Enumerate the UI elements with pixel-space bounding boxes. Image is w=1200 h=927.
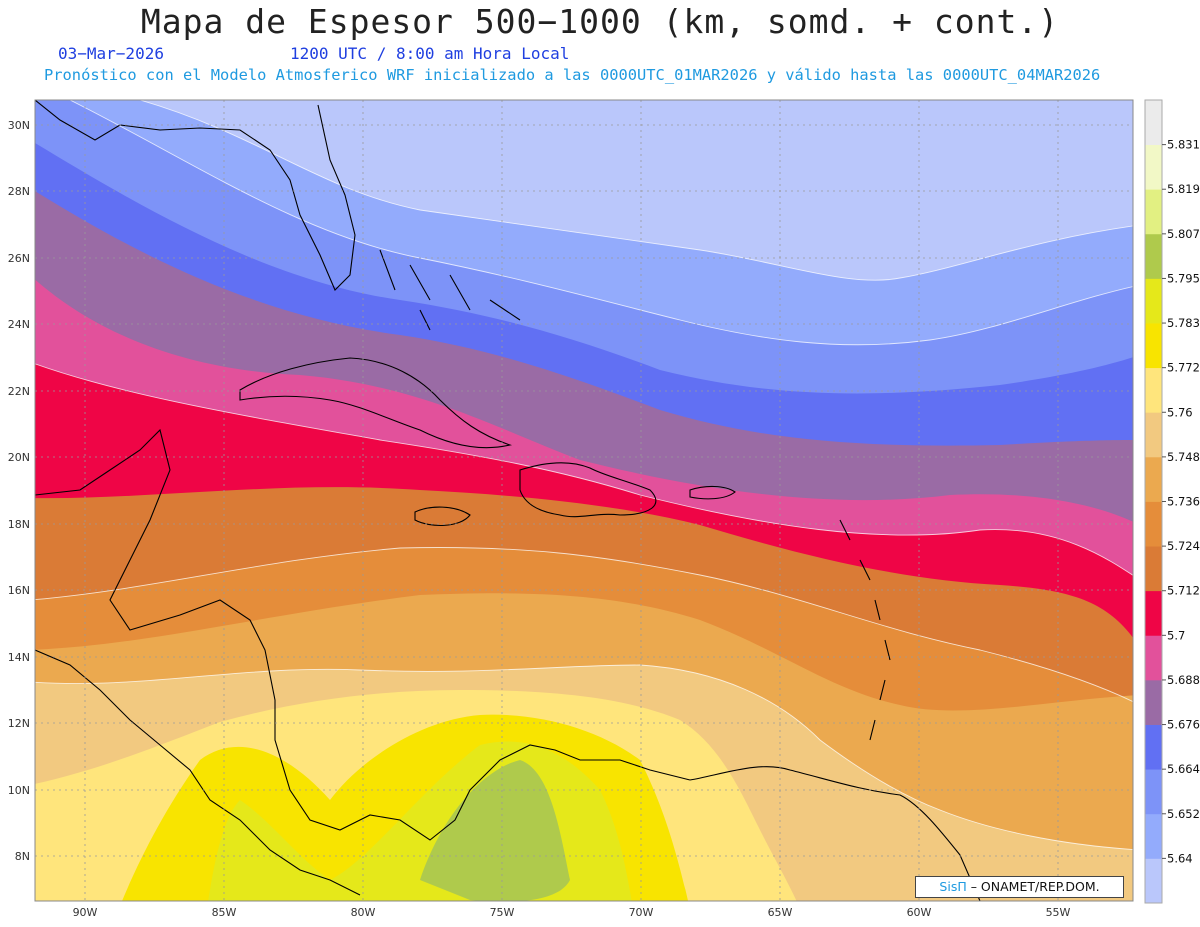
lat-label: 16N	[8, 584, 30, 597]
lon-label: 90W	[73, 906, 98, 919]
watermark: SisΠ – ONAMET/REP.DOM.	[915, 876, 1124, 898]
colorbar-segment	[1145, 546, 1162, 592]
forecast-time: 1200 UTC / 8:00 am Hora Local	[290, 44, 570, 63]
lat-label: 10N	[8, 784, 30, 797]
lat-label: 30N	[8, 119, 30, 132]
colorbar: 5.64 5.652 5.664 5.676 5.688 5.7 5.712 5.724 5.7…	[1144, 99, 1200, 904]
colorbar-segment	[1145, 233, 1162, 279]
sispi-logo: SisΠ	[939, 879, 967, 894]
colorbar-segment	[1145, 724, 1162, 770]
colorbar-level-label: 5.748	[1167, 450, 1200, 464]
longitude-labels: 90W 85W 80W 75W 70W 65W 60W 55W	[73, 906, 1071, 919]
band-5.795-5.807	[420, 760, 570, 901]
yucatan-central-america-coast	[35, 428, 691, 841]
colorbar-segment	[1145, 679, 1162, 725]
colorbar-level-label: 5.831	[1167, 138, 1200, 152]
south-america-coast	[689, 766, 981, 901]
lon-label: 75W	[490, 906, 515, 919]
colorbar-segment	[1145, 456, 1162, 502]
colorbar-level-label: 5.688	[1167, 673, 1200, 687]
jamaica-coast	[414, 506, 471, 526]
lat-label: 18N	[8, 518, 30, 531]
lon-label: 55W	[1046, 906, 1071, 919]
colorbar-level-label: 5.795	[1167, 271, 1200, 285]
us-gulf-florida-coast	[35, 100, 356, 291]
lat-label: 14N	[8, 651, 30, 664]
lat-label: 22N	[8, 385, 30, 398]
map-title: Mapa de Espesor 500−1000 (km, somd. + co…	[140, 2, 1060, 41]
hispaniola-coast	[519, 462, 657, 518]
lon-label: 60W	[907, 906, 932, 919]
coastlines	[35, 100, 981, 901]
colorbar-segment	[1145, 769, 1162, 815]
colorbar-level-label: 5.76	[1167, 405, 1193, 419]
lat-label: 26N	[8, 252, 30, 265]
cuba-coast	[239, 357, 513, 449]
colorbar-segment	[1145, 590, 1162, 636]
colorbar-segment	[1145, 813, 1162, 859]
bahamas-islands	[379, 249, 521, 331]
colorbar-level-label: 5.64	[1167, 851, 1193, 865]
colorbar-level-label: 5.819	[1167, 182, 1200, 196]
colorbar-segment	[1145, 367, 1162, 413]
watermark-text: – ONAMET/REP.DOM.	[966, 879, 1100, 894]
colorbar-segment	[1145, 501, 1162, 547]
lesser-antilles	[839, 519, 891, 741]
lat-label: 8N	[15, 850, 30, 863]
colorbar-segment	[1145, 100, 1162, 146]
colorbar-level-label: 5.772	[1167, 361, 1200, 375]
lat-label: 12N	[8, 717, 30, 730]
plot-frame	[34, 99, 1134, 902]
colorbar-level-label: 5.676	[1167, 718, 1200, 732]
thickness-bands	[35, 100, 1133, 901]
lon-label: 70W	[629, 906, 654, 919]
lon-label: 80W	[351, 906, 376, 919]
colorbar-level-label: 5.712	[1167, 584, 1200, 598]
colorbar-level-label: 5.724	[1167, 539, 1200, 553]
colorbar-segment	[1145, 858, 1162, 904]
lat-label: 24N	[8, 318, 30, 331]
colorbar-level-label: 5.783	[1167, 316, 1200, 330]
colorbar-level-label: 5.652	[1167, 807, 1200, 821]
latitude-labels: 30N 28N 26N 24N 22N 20N 18N 16N 14N 12N …	[8, 119, 30, 863]
colorbar-segment	[1145, 635, 1162, 681]
lat-label: 20N	[8, 451, 30, 464]
colorbar-segment	[1145, 323, 1162, 369]
colorbar-segment	[1145, 189, 1162, 235]
lon-label: 65W	[768, 906, 793, 919]
graticule	[35, 100, 1133, 901]
colorbar-segment	[1145, 278, 1162, 324]
colorbar-segment	[1145, 412, 1162, 458]
puerto-rico-coast	[689, 485, 736, 500]
model-description: Pronóstico con el Modelo Atmosferico WRF…	[44, 66, 1101, 84]
lat-label: 28N	[8, 185, 30, 198]
colorbar-level-label: 5.807	[1167, 227, 1200, 241]
colorbar-level-label: 5.736	[1167, 495, 1200, 509]
colorbar-level-label: 5.664	[1167, 762, 1200, 776]
lon-label: 85W	[212, 906, 237, 919]
colorbar-segment	[1145, 144, 1162, 190]
forecast-date: 03−Mar−2026	[58, 44, 164, 63]
contour-lines	[35, 100, 1133, 850]
colorbar-level-label: 5.7	[1167, 628, 1185, 642]
pacific-coast	[35, 649, 361, 896]
